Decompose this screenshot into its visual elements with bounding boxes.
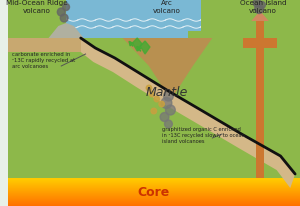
Circle shape — [57, 9, 65, 17]
Bar — [8, 187, 300, 188]
Text: Mantle: Mantle — [145, 85, 188, 98]
Bar — [8, 191, 300, 192]
Text: Core: Core — [138, 186, 170, 199]
Polygon shape — [201, 0, 300, 39]
Polygon shape — [8, 0, 300, 39]
Circle shape — [166, 105, 175, 115]
Bar — [8, 202, 300, 203]
Bar — [8, 198, 300, 199]
Bar — [8, 199, 300, 200]
Bar — [8, 196, 300, 197]
Circle shape — [161, 98, 172, 109]
Text: graphitized organic C enriched
in ¹13C recycled slowly to ocean
island volcanoes: graphitized organic C enriched in ¹13C r… — [162, 126, 244, 144]
Polygon shape — [256, 22, 264, 178]
Circle shape — [149, 92, 154, 97]
Circle shape — [255, 6, 263, 14]
Polygon shape — [8, 39, 81, 53]
Bar — [8, 188, 300, 189]
Circle shape — [60, 15, 68, 23]
Bar — [8, 190, 300, 191]
Bar — [8, 192, 300, 193]
Text: Mid-Ocean Ridge
volcano: Mid-Ocean Ridge volcano — [6, 0, 68, 13]
Polygon shape — [123, 39, 212, 94]
Text: Ocean Island
volcano: Ocean Island volcano — [240, 0, 286, 13]
Bar — [8, 201, 300, 202]
Circle shape — [151, 109, 157, 114]
Polygon shape — [132, 39, 142, 52]
Polygon shape — [140, 42, 150, 55]
Bar — [8, 203, 300, 204]
Circle shape — [164, 121, 172, 128]
Circle shape — [253, 0, 261, 8]
Bar — [8, 183, 300, 184]
Bar — [8, 195, 300, 196]
Polygon shape — [49, 24, 84, 39]
Circle shape — [159, 102, 164, 107]
Text: Arc
volcano: Arc volcano — [152, 0, 180, 13]
Polygon shape — [244, 39, 277, 49]
Polygon shape — [188, 32, 212, 39]
Circle shape — [164, 91, 173, 102]
Circle shape — [154, 97, 160, 102]
Bar — [8, 193, 300, 194]
Polygon shape — [251, 12, 269, 22]
Polygon shape — [81, 39, 295, 188]
Bar — [8, 180, 300, 181]
Bar — [8, 194, 300, 195]
Bar — [8, 179, 300, 180]
Bar — [8, 200, 300, 201]
Polygon shape — [8, 39, 300, 178]
Circle shape — [259, 2, 266, 9]
Bar — [8, 184, 300, 185]
Bar — [8, 197, 300, 198]
Circle shape — [160, 113, 169, 122]
Bar — [8, 182, 300, 183]
Circle shape — [146, 86, 152, 91]
Polygon shape — [8, 0, 66, 39]
Bar — [8, 204, 300, 205]
Bar — [8, 185, 300, 186]
Text: carbonate enriched in
¹13C rapidly recycled at
arc volcanoes: carbonate enriched in ¹13C rapidly recyc… — [13, 52, 76, 69]
Bar — [8, 189, 300, 190]
Circle shape — [63, 5, 70, 12]
Bar — [8, 186, 300, 187]
Bar — [8, 205, 300, 206]
Bar — [8, 178, 300, 179]
Bar — [8, 181, 300, 182]
